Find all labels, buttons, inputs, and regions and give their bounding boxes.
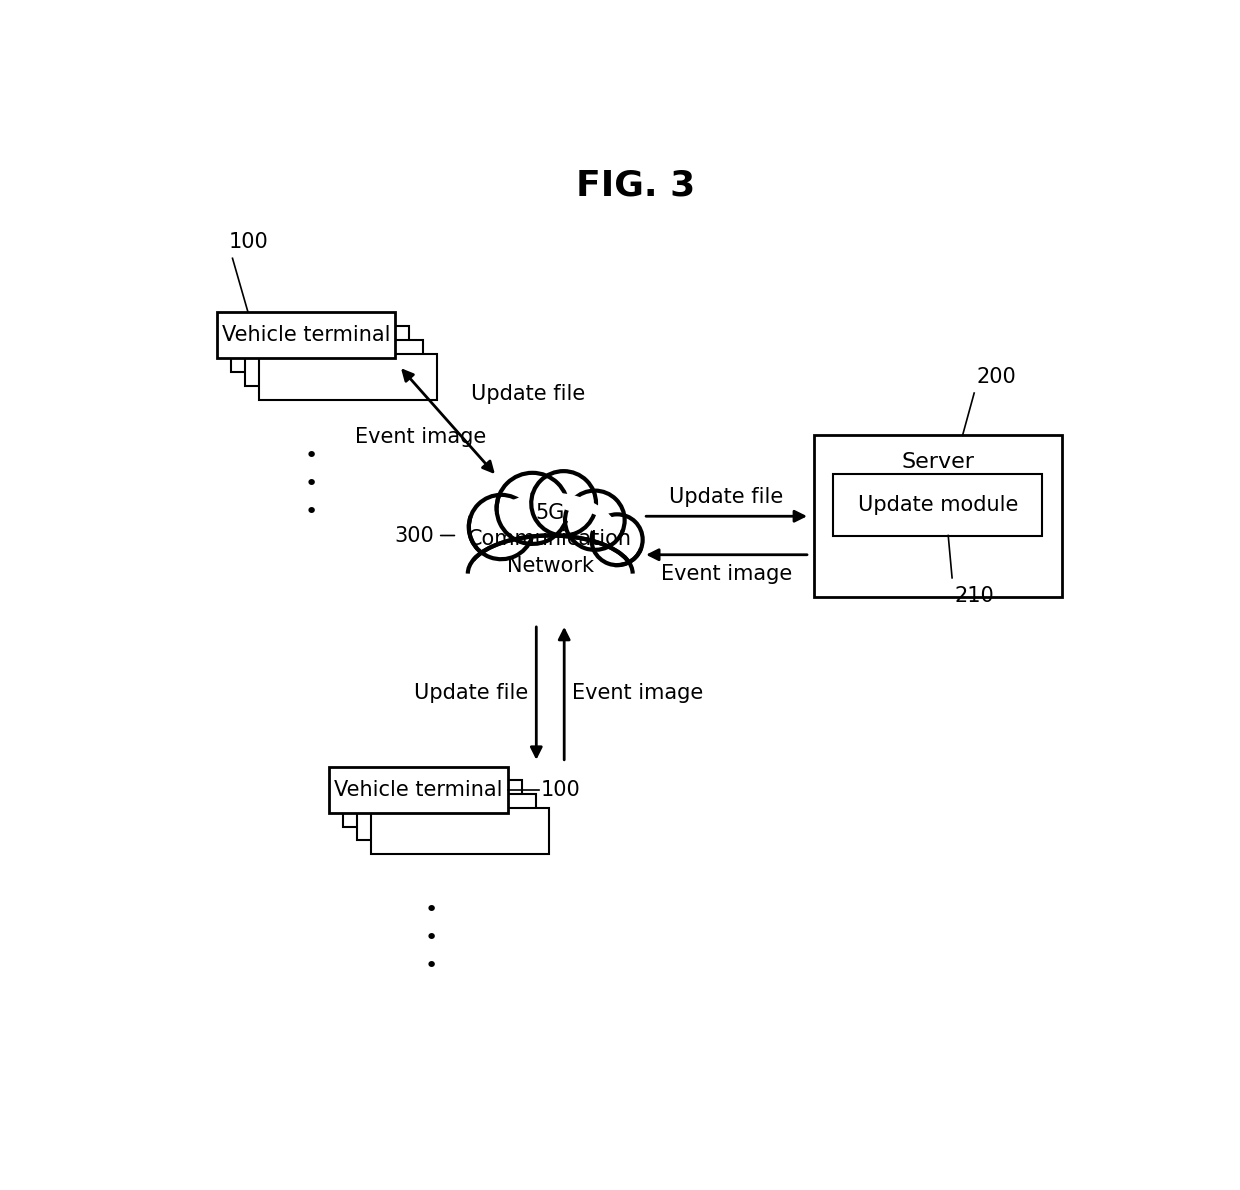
Bar [813, 436, 1061, 597]
Text: 200: 200 [977, 367, 1017, 387]
Bar [217, 312, 396, 358]
Bar [833, 474, 1043, 536]
Circle shape [531, 471, 596, 536]
Text: Update module: Update module [858, 495, 1018, 515]
Circle shape [469, 495, 533, 559]
Text: Update file: Update file [670, 487, 784, 507]
Ellipse shape [479, 493, 621, 595]
Text: •
•
•: • • • [305, 446, 319, 522]
Text: Update file: Update file [471, 384, 585, 405]
Bar [357, 794, 536, 840]
Circle shape [591, 514, 642, 565]
Bar [246, 340, 423, 386]
Bar [231, 326, 409, 372]
Text: Server: Server [901, 452, 975, 472]
Text: 300: 300 [394, 526, 434, 545]
Text: Event image: Event image [661, 564, 792, 584]
Text: Event image: Event image [355, 426, 486, 446]
Text: Update file: Update file [414, 683, 528, 703]
Bar [343, 781, 522, 827]
Text: Event image: Event image [572, 683, 703, 703]
Text: FIG. 3: FIG. 3 [575, 168, 696, 202]
Text: •
•
•: • • • [425, 901, 438, 977]
Text: Vehicle terminal: Vehicle terminal [335, 779, 502, 800]
Circle shape [565, 490, 625, 550]
Text: Vehicle terminal: Vehicle terminal [222, 325, 391, 345]
Bar [259, 353, 438, 400]
Bar [371, 808, 549, 854]
Ellipse shape [461, 459, 640, 595]
Text: 100: 100 [541, 779, 580, 800]
Bar [330, 766, 507, 813]
Text: 5G
Communication
Network: 5G Communication Network [469, 503, 632, 576]
Text: 210: 210 [955, 585, 994, 606]
Circle shape [496, 472, 568, 544]
Text: 100: 100 [228, 232, 268, 252]
